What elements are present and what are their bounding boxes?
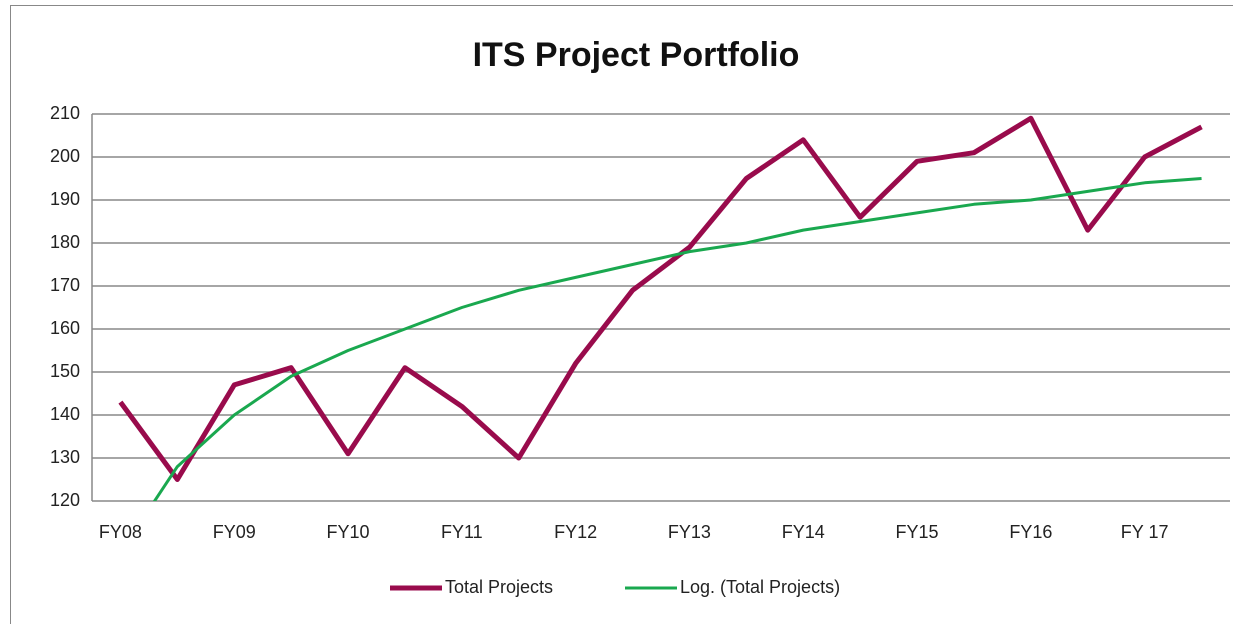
x-tick-label: FY16: [1009, 522, 1052, 542]
x-tick-label: FY10: [327, 522, 370, 542]
x-tick-label: FY08: [99, 522, 142, 542]
y-tick-label: 140: [50, 404, 80, 424]
x-tick-label: FY09: [213, 522, 256, 542]
y-tick-label: 160: [50, 318, 80, 338]
y-tick-label: 170: [50, 275, 80, 295]
y-tick-label: 130: [50, 447, 80, 467]
series-line: [152, 177, 1202, 501]
chart-title: ITS Project Portfolio: [473, 36, 800, 74]
x-tick-label: FY13: [668, 522, 711, 542]
x-tick-label: FY14: [782, 522, 825, 542]
y-tick-label: 180: [50, 232, 80, 252]
legend-label: Total Projects: [445, 577, 553, 597]
y-tick-label: 150: [50, 361, 80, 381]
chart-frame: [10, 5, 1233, 624]
x-tick-label: FY15: [896, 522, 939, 542]
series-line: [118, 115, 1203, 482]
y-tick-label: 210: [50, 103, 80, 123]
legend-label: Log. (Total Projects): [680, 577, 840, 597]
y-tick-label: 190: [50, 189, 80, 209]
y-tick-label: 200: [50, 146, 80, 166]
x-tick-label: FY11: [441, 522, 483, 542]
x-tick-label: FY12: [554, 522, 597, 542]
y-tick-label: 120: [50, 490, 80, 510]
x-tick-label: FY 17: [1121, 522, 1169, 542]
